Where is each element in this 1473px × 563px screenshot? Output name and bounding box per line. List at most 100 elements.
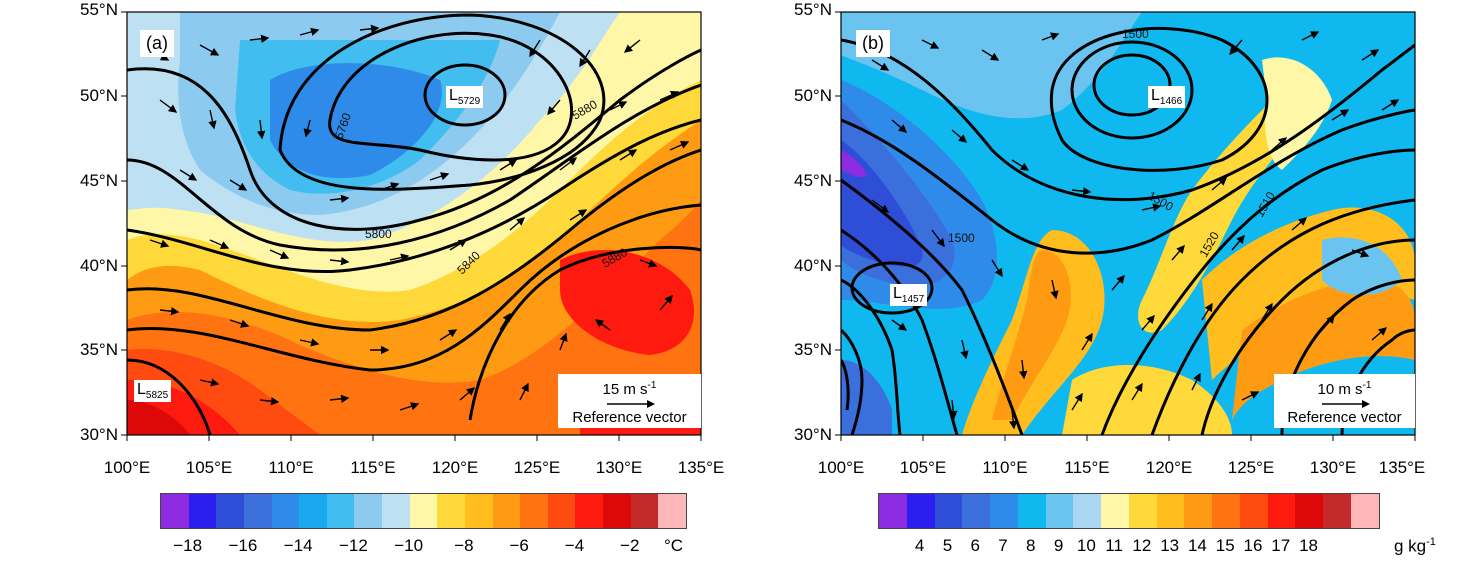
colorbar-cell bbox=[879, 494, 907, 528]
lon-tick-label: 120°E bbox=[1145, 458, 1193, 477]
colorbar-cell bbox=[906, 494, 935, 528]
colorbar-labels: 4 5 6 7 8 9 10 11 12 13 14 15 16 17 18 bbox=[878, 536, 1378, 556]
colorbar-cell bbox=[354, 494, 382, 528]
geopotential-contours bbox=[841, 26, 1415, 435]
lat-tick-label: 40°N bbox=[794, 256, 832, 275]
lon-tick-label: 115°E bbox=[350, 458, 396, 477]
colorbar-tick-label: 16 bbox=[1243, 536, 1263, 555]
colorbar-cell bbox=[547, 494, 576, 528]
lat-tick-label: 30°N bbox=[80, 425, 118, 444]
colorbar-tick-label: −2 bbox=[620, 536, 640, 555]
humidity-field bbox=[841, 12, 1415, 435]
colorbar-tick-label: 12 bbox=[1132, 536, 1152, 555]
colorbar-cell bbox=[161, 494, 189, 528]
colorbar-tick-label: 5 bbox=[942, 536, 953, 555]
lat-tick-label: 35°N bbox=[80, 340, 118, 359]
reference-vector-box: 15 m s-1 Reference vector bbox=[558, 374, 701, 428]
colorbar-tick-label: 6 bbox=[970, 536, 980, 555]
lon-tick-label: 110°E bbox=[982, 458, 1028, 477]
colorbar-tick-label: −6 bbox=[509, 536, 529, 555]
wind-vectors bbox=[871, 31, 1400, 430]
colorbar bbox=[160, 493, 687, 529]
lat-tick-label: 45°N bbox=[794, 171, 832, 190]
lat-tick-label: 50°N bbox=[80, 86, 118, 105]
panel-a: 5760 5800 5840 5880 5880 55°N 50°N 45°N … bbox=[0, 0, 724, 563]
colorbar-cell bbox=[1184, 494, 1213, 528]
colorbar-tick-label: 7 bbox=[998, 536, 1008, 555]
reference-vector-box: 10 m s-1 Reference vector bbox=[1274, 374, 1415, 428]
contour-label: 1500 bbox=[1122, 27, 1149, 41]
colorbar-tick-label: 18 bbox=[1299, 536, 1319, 555]
panel-label: (a) bbox=[140, 30, 174, 57]
colorbar-tick-label: 17 bbox=[1271, 536, 1291, 555]
colorbar-cell bbox=[1045, 494, 1074, 528]
colorbar-tick-label: −18 bbox=[173, 536, 203, 555]
colorbar-cell bbox=[934, 494, 963, 528]
lon-tick-label: 125°E bbox=[513, 458, 561, 477]
low-center-label: L1457 bbox=[890, 284, 928, 307]
map-a: 5760 5800 5840 5880 5880 bbox=[121, 11, 702, 441]
colorbar-unit: g kg-1 bbox=[1394, 536, 1436, 556]
colorbar-tick-label: 15 bbox=[1215, 536, 1235, 555]
lat-tick-label: 35°N bbox=[794, 340, 832, 359]
colorbar-tick-label: 9 bbox=[1053, 536, 1064, 555]
colorbar-cell bbox=[188, 494, 217, 528]
low-center-label: L1466 bbox=[1148, 86, 1186, 109]
colorbar-cell bbox=[326, 494, 355, 528]
colorbar-tick-label: 10 bbox=[1076, 536, 1096, 555]
colorbar-cell bbox=[1212, 494, 1240, 528]
map-b: 1500 1500 1510 1520 1500 bbox=[835, 11, 1416, 441]
colorbar-cell bbox=[271, 494, 300, 528]
colorbar-cell bbox=[382, 494, 410, 528]
lon-tick-label: 115°E bbox=[1064, 458, 1110, 477]
colorbar-cell bbox=[409, 494, 438, 528]
colorbar-cell bbox=[1073, 494, 1102, 528]
colorbar-cell bbox=[603, 494, 631, 528]
colorbar-tick-label: 13 bbox=[1160, 536, 1180, 555]
geopotential-contours bbox=[127, 13, 701, 435]
reference-arrow-icon bbox=[606, 400, 655, 408]
colorbar-cell bbox=[1295, 494, 1324, 528]
colorbar-cell bbox=[464, 494, 493, 528]
lat-tick-label: 45°N bbox=[80, 171, 118, 190]
colorbar-cell bbox=[243, 494, 272, 528]
lon-tick-label: 135°E bbox=[677, 458, 725, 477]
lon-tick-label: 105°E bbox=[899, 458, 947, 477]
colorbar-cell bbox=[520, 494, 548, 528]
temperature-field bbox=[127, 12, 701, 435]
reference-arrow-icon bbox=[1321, 400, 1370, 408]
lon-tick-label: 120°E bbox=[431, 458, 479, 477]
lon-tick-label: 105°E bbox=[185, 458, 233, 477]
colorbar-cell bbox=[1156, 494, 1185, 528]
colorbar-cell bbox=[1128, 494, 1157, 528]
colorbar-cell bbox=[437, 494, 465, 528]
colorbar-unit: °C bbox=[664, 536, 684, 555]
colorbar-cell bbox=[630, 494, 659, 528]
colorbar-cell bbox=[492, 494, 521, 528]
colorbar-tick-label: −10 bbox=[394, 536, 424, 555]
colorbar-cell bbox=[216, 494, 244, 528]
colorbar-tick-label: −14 bbox=[283, 536, 313, 555]
colorbar-tick-label: −4 bbox=[564, 536, 585, 555]
panel-label: (b) bbox=[856, 30, 890, 57]
colorbar-tick-label: −16 bbox=[228, 536, 258, 555]
colorbar-tick-label: −12 bbox=[338, 536, 368, 555]
colorbar-labels: −18 −16 −14 −12 −10 −8 −6 −4 −2 bbox=[160, 536, 685, 556]
colorbar-tick-label: 4 bbox=[914, 536, 925, 555]
lat-tick-label: 40°N bbox=[80, 256, 118, 275]
lon-tick-label: 130°E bbox=[595, 458, 643, 477]
lat-tick-label: 55°N bbox=[80, 0, 118, 19]
lon-tick-label: 125°E bbox=[1227, 458, 1275, 477]
colorbar-cell bbox=[962, 494, 991, 528]
colorbar-cell bbox=[575, 494, 603, 528]
colorbar-cell bbox=[1239, 494, 1268, 528]
colorbar-cell bbox=[1267, 494, 1296, 528]
lon-tick-label: 135°E bbox=[1378, 458, 1426, 477]
lat-tick-label: 30°N bbox=[794, 425, 832, 444]
colorbar bbox=[878, 493, 1380, 529]
colorbar-tick-label: 14 bbox=[1187, 536, 1207, 555]
lon-tick-label: 100°E bbox=[103, 458, 151, 477]
low-center-label: L5825 bbox=[134, 380, 172, 403]
colorbar-cell bbox=[299, 494, 327, 528]
low-center-label: L5729 bbox=[446, 86, 484, 109]
